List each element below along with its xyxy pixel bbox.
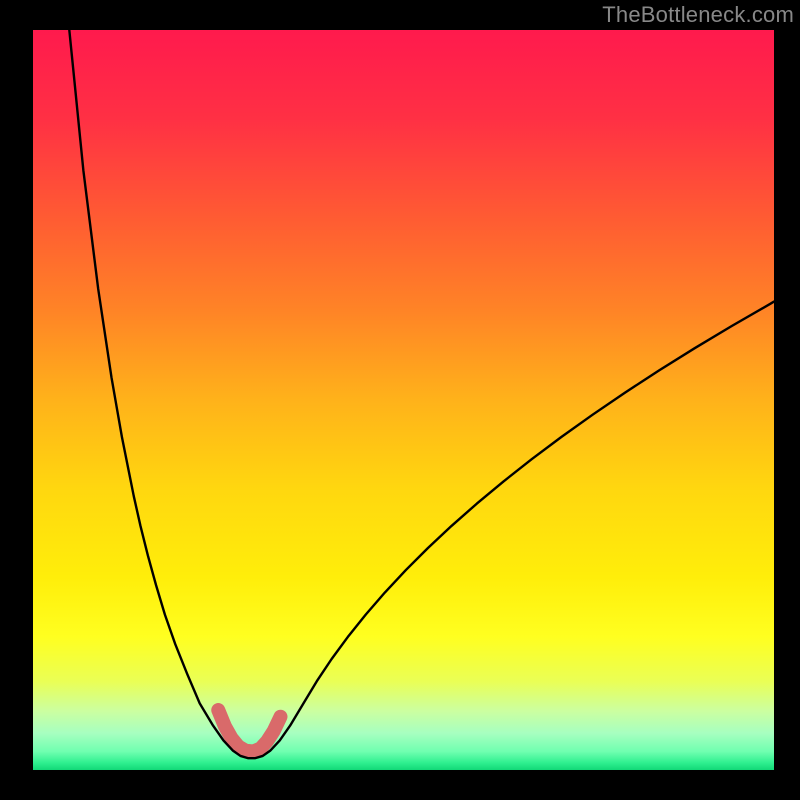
plot-area [33,30,774,770]
watermark-text: TheBottleneck.com [602,2,794,28]
curve-svg [33,30,774,770]
chart-container: TheBottleneck.com [0,0,800,800]
bottleneck-curve [69,30,774,758]
